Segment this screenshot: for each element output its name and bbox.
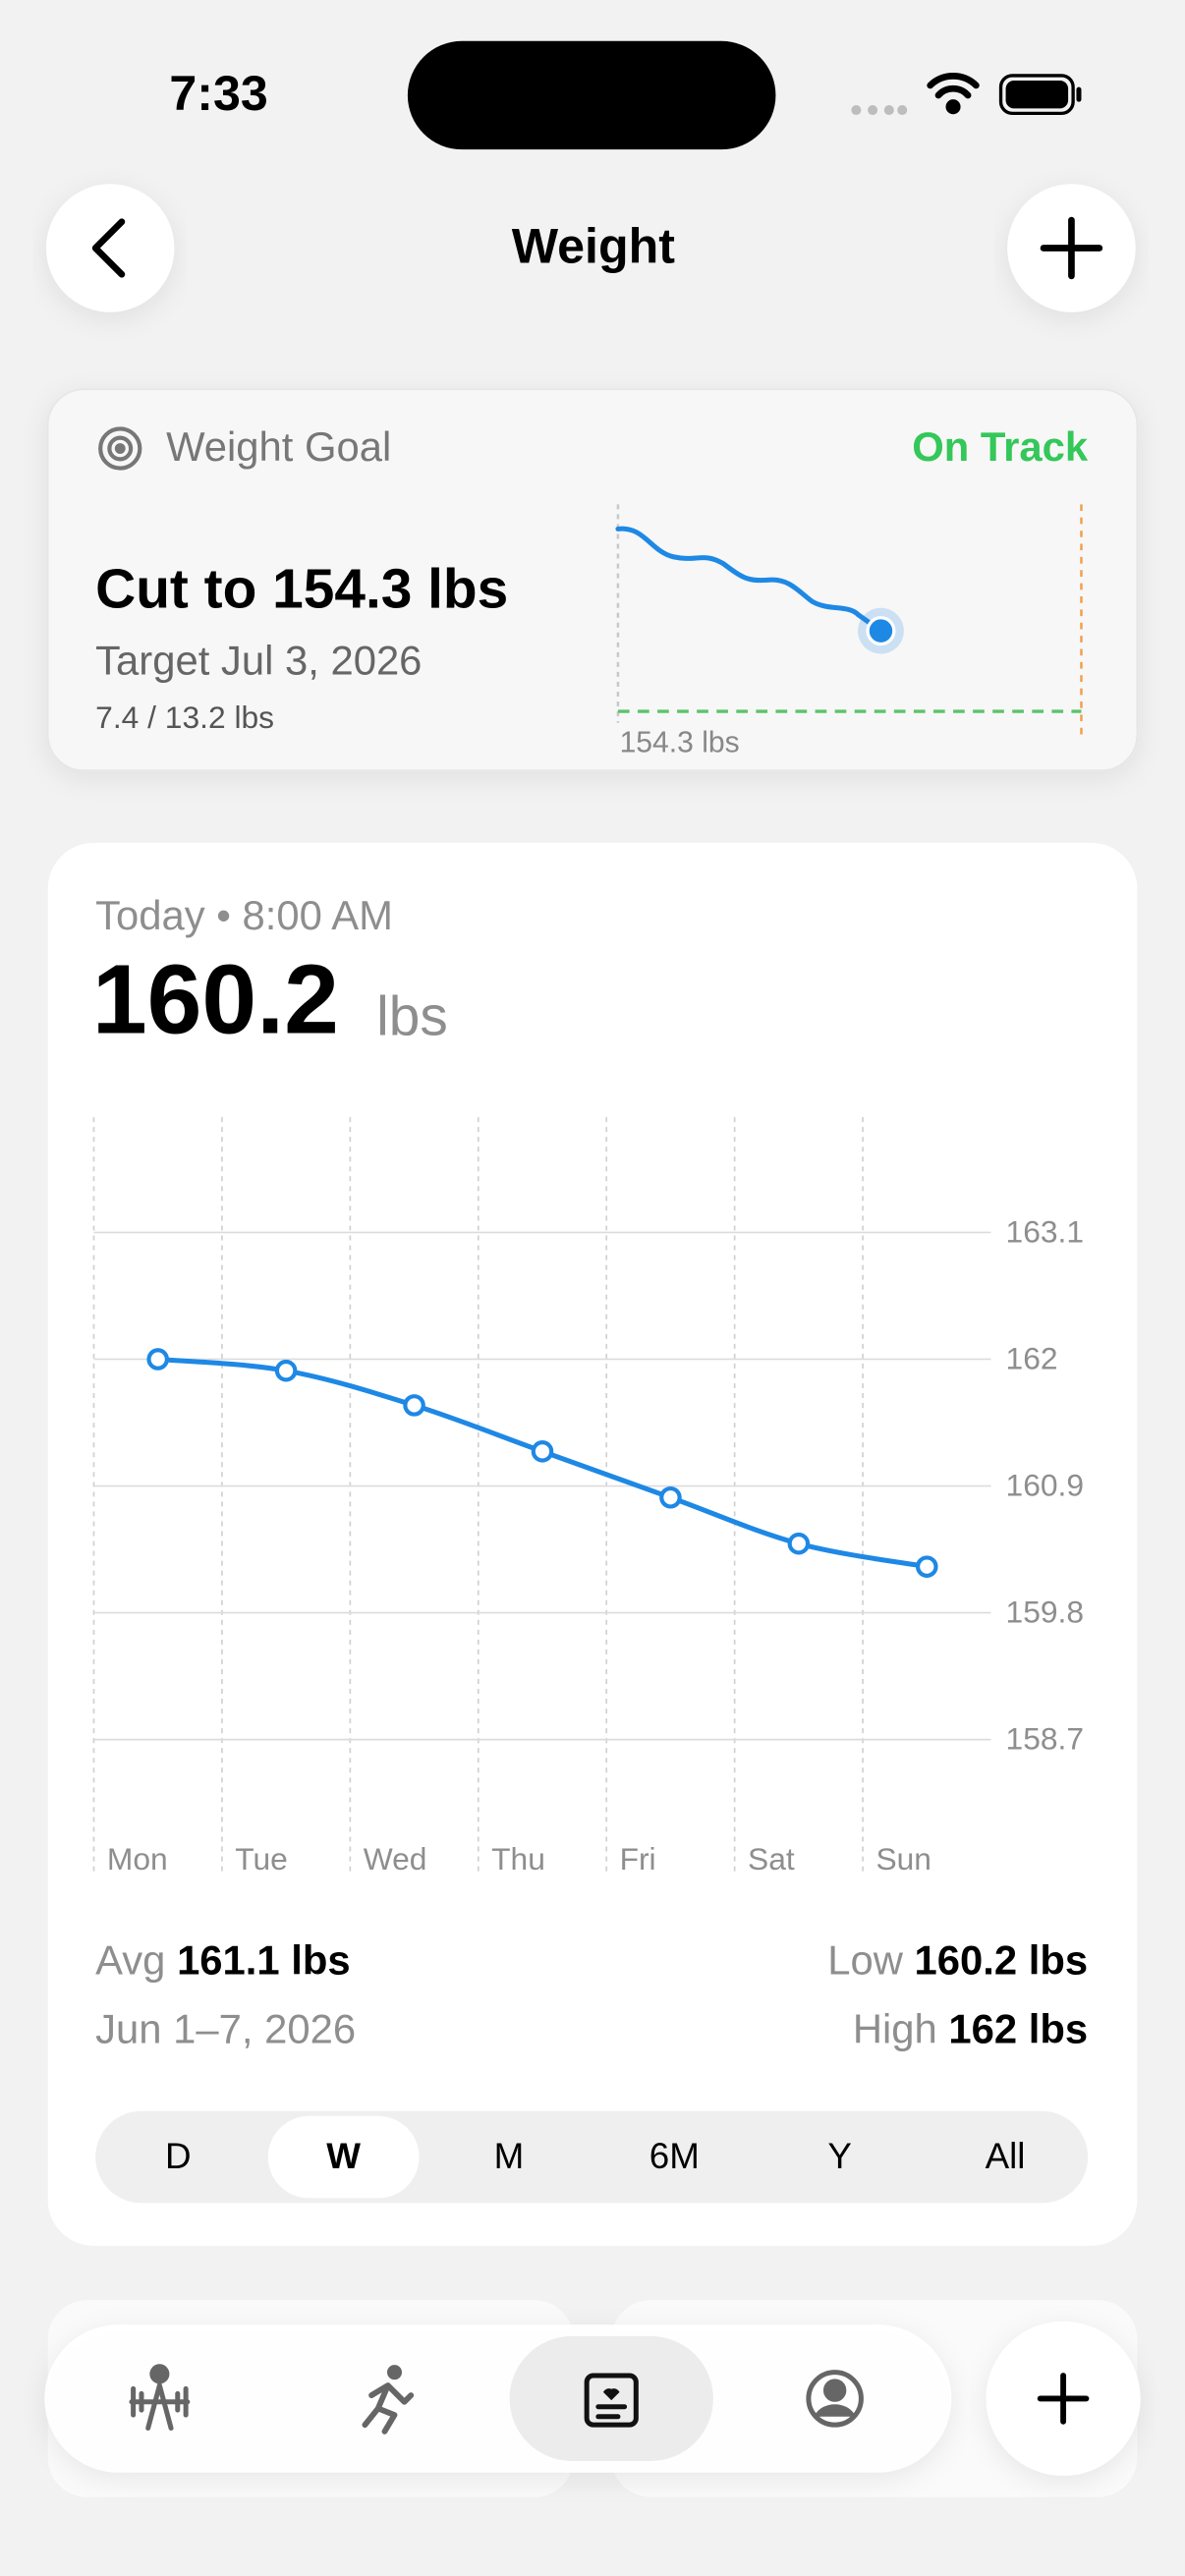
tab-bar [44, 2324, 952, 2473]
battery-icon [998, 74, 1082, 116]
avg-label: Avg [95, 1936, 165, 1983]
tab-journal[interactable] [584, 2373, 639, 2428]
range-option[interactable]: Y [827, 2136, 852, 2176]
high-value: 162 lbs [948, 2006, 1088, 2052]
fab-add[interactable] [986, 2321, 1141, 2476]
tab-activity[interactable] [362, 2365, 415, 2435]
range-selector [95, 2110, 1089, 2204]
range-selected [267, 2115, 420, 2199]
back-button[interactable] [45, 184, 175, 312]
goal-target: Target Jul 3, 2026 [95, 638, 422, 684]
x-tick-label: Tue [235, 1841, 288, 1876]
goal-title: Weight Goal [166, 423, 391, 470]
x-tick-label: Sun [875, 1841, 931, 1876]
data-point [146, 1348, 169, 1371]
y-tick-label: 160.9 [1006, 1468, 1084, 1503]
goal-line-label: 154.3 lbs [620, 726, 740, 758]
reading-time: Today • 8:00 AM [95, 892, 393, 938]
range-option[interactable]: M [494, 2136, 525, 2176]
range-option[interactable]: W [326, 2136, 361, 2176]
x-tick-label: Sat [748, 1841, 795, 1876]
avg-row: Avg 161.1 lbs [95, 1936, 351, 1983]
range-option[interactable]: 6M [649, 2136, 700, 2176]
range-option[interactable]: D [165, 2136, 192, 2176]
y-tick-label: 158.7 [1006, 1721, 1084, 1757]
low-value: 160.2 lbs [915, 1936, 1089, 1983]
date-range: Jun 1–7, 2026 [95, 2006, 356, 2052]
goal-status: On Track [912, 423, 1089, 470]
data-point [403, 1394, 425, 1417]
goal-headline: Cut to 154.3 lbs [95, 559, 508, 621]
x-tick-label: Wed [364, 1841, 427, 1876]
data-point [274, 1359, 298, 1382]
goal-icon [98, 426, 142, 471]
low-label: Low [827, 1936, 903, 1983]
data-point [659, 1485, 682, 1509]
current-weight: 160.2 [92, 945, 339, 1055]
high-label: High [853, 2006, 937, 2052]
range-options: D W M 6M Y All [165, 2115, 1026, 2199]
goal-progress: 7.4 / 13.2 lbs [95, 700, 274, 735]
page-title: Weight [512, 218, 676, 273]
goal-sparkline [615, 504, 1083, 740]
goal-card[interactable]: Weight Goal On Track Cut to 154.3 lbs Ta… [46, 388, 1139, 772]
dynamic-island [407, 40, 776, 150]
x-tick-label: Mon [107, 1841, 168, 1876]
x-tick-label: Thu [491, 1841, 545, 1876]
data-point [531, 1440, 554, 1463]
low-row: Low 160.2 lbs [827, 1936, 1088, 1983]
weight-chart: Mon Tue Wed Thu Fri Sat Sun 163.1 162 160.9 159.8 1… [92, 1117, 1084, 1876]
weight-card [47, 842, 1138, 2246]
wifi-icon [927, 73, 980, 115]
signal-dots [851, 105, 908, 116]
status-time: 7:33 [169, 66, 267, 121]
y-tick-label: 163.1 [1006, 1213, 1084, 1249]
y-tick-label: 159.8 [1006, 1595, 1084, 1630]
x-tick-label: Fri [620, 1841, 656, 1876]
data-point [916, 1555, 938, 1578]
avg-value: 161.1 lbs [177, 1936, 351, 1983]
data-point [787, 1532, 811, 1555]
current-unit: lbs [376, 985, 448, 1047]
range-option[interactable]: All [986, 2136, 1026, 2176]
tab-workouts[interactable] [129, 2364, 191, 2432]
high-row: High 162 lbs [853, 2006, 1088, 2052]
tab-profile[interactable] [806, 2370, 864, 2428]
y-tick-label: 162 [1006, 1341, 1058, 1376]
add-button[interactable] [1007, 184, 1136, 312]
